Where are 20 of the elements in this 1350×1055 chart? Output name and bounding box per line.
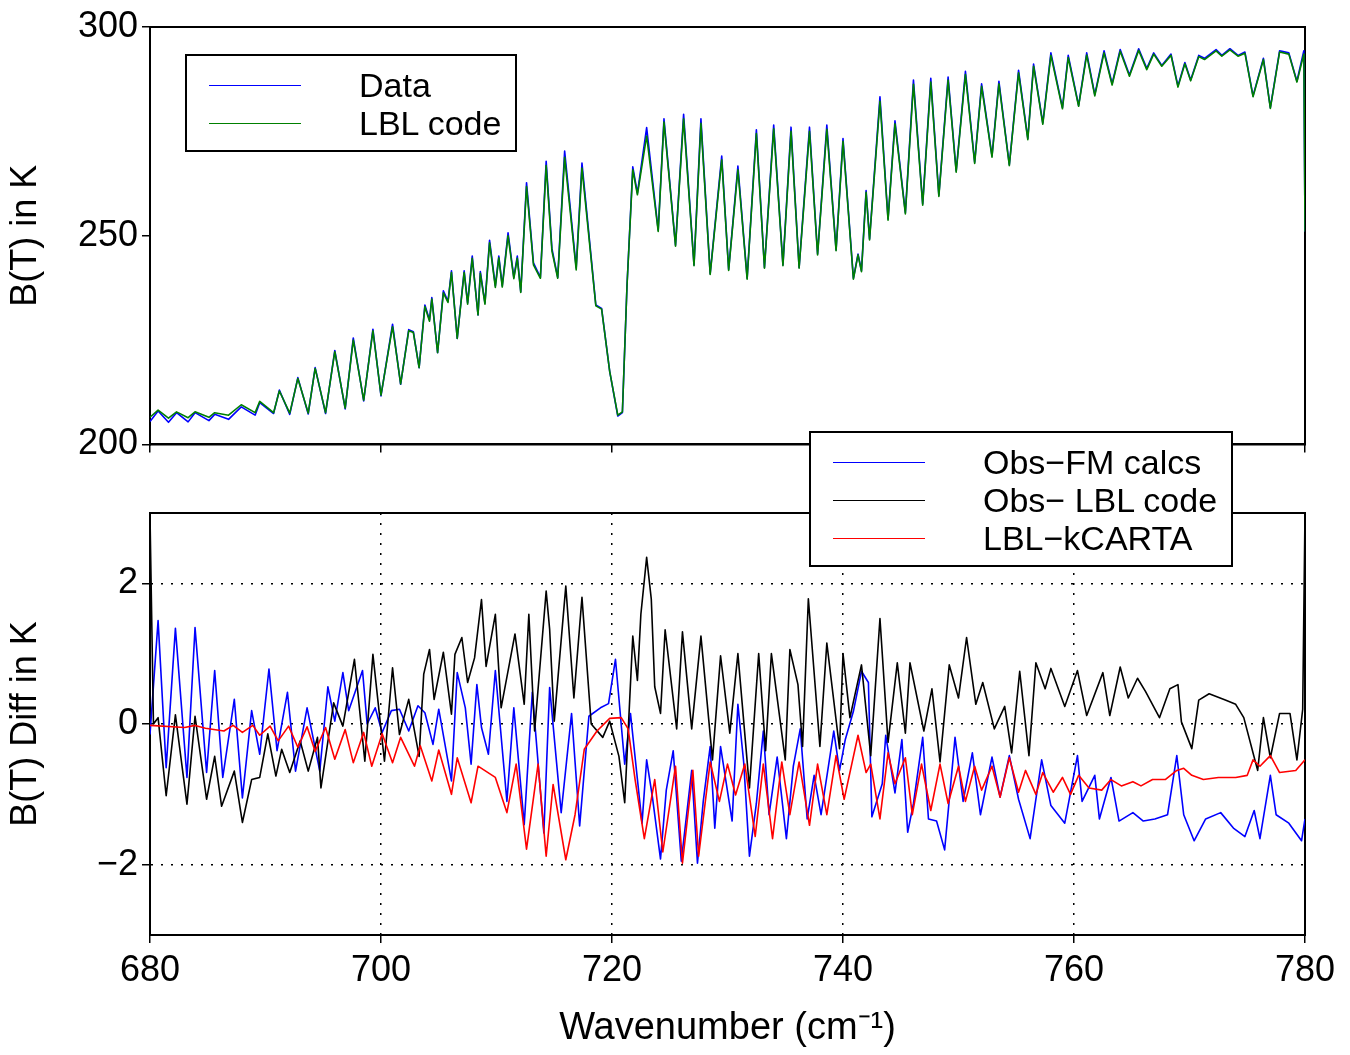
y-axis-title: B(T) in K <box>2 164 44 307</box>
y-tick-label: 0 <box>117 700 138 742</box>
x-tick-label: 720 <box>581 947 643 989</box>
x-tick-label: 760 <box>1043 947 1105 989</box>
x-axis-title: Wavenumber (cm⁻¹) <box>559 1004 896 1047</box>
x-tick-label: 680 <box>119 947 181 989</box>
y-tick-label: 250 <box>77 212 138 254</box>
y-axis-title: B(T) Diff in K <box>2 621 44 827</box>
legend-label: LBL code <box>359 104 502 142</box>
y-tick-label: −2 <box>96 841 138 883</box>
x-tick-label: 700 <box>350 947 412 989</box>
legend-label: LBL−kCARTA <box>983 519 1193 557</box>
y-tick-label: 300 <box>77 3 138 45</box>
legend-label: Data <box>359 66 431 104</box>
x-tick-label: 780 <box>1274 947 1336 989</box>
y-tick-label: 2 <box>117 560 138 602</box>
legend-label: Obs−FM calcs <box>983 443 1202 481</box>
y-tick-label: 200 <box>77 421 138 463</box>
x-tick-label: 740 <box>812 947 874 989</box>
legend-label: Obs− LBL code <box>983 481 1218 519</box>
